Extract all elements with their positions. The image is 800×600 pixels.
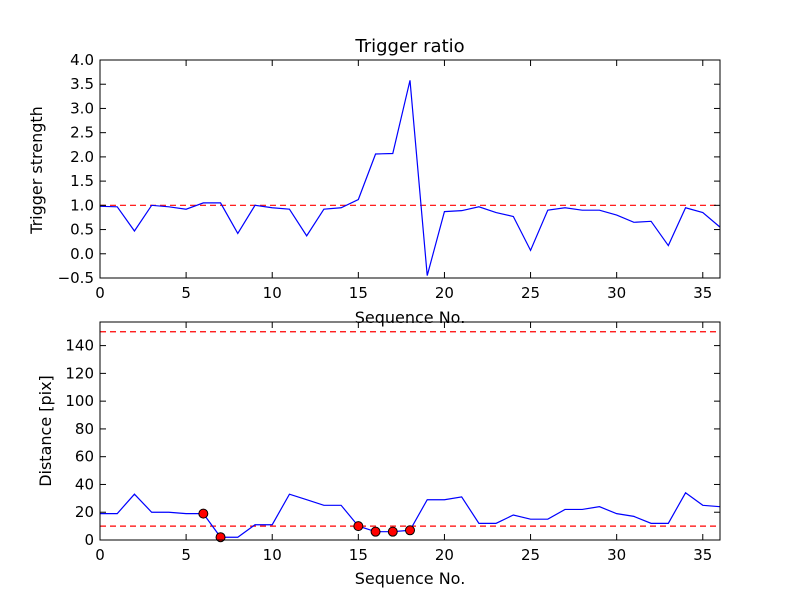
top-x-tick-label: 10 bbox=[263, 284, 282, 302]
bottom-y-tick-label: 60 bbox=[75, 448, 94, 466]
top-x-tick-label: 35 bbox=[693, 284, 712, 302]
top-y-tick-label: 2.0 bbox=[70, 148, 94, 166]
bottom-x-tick-label: 35 bbox=[693, 546, 712, 564]
top-chart-title: Trigger ratio bbox=[354, 36, 464, 57]
bottom-y-tick-label: 40 bbox=[75, 475, 94, 493]
top-y-tick-label: 0.0 bbox=[70, 245, 94, 263]
top-x-tick-label: 20 bbox=[435, 284, 454, 302]
bottom-y-tick-label: 120 bbox=[65, 364, 94, 382]
top-y-tick-label: 3.0 bbox=[70, 99, 94, 117]
bottom-y-tick-label: 20 bbox=[75, 503, 94, 521]
bottom-marker-point bbox=[353, 521, 364, 532]
bottom-y-tick-label: 100 bbox=[65, 392, 94, 410]
bottom-y-tick-label: 0 bbox=[84, 531, 94, 549]
bottom-x-tick-label: 15 bbox=[349, 546, 368, 564]
top-x-tick-label: 5 bbox=[181, 284, 191, 302]
bottom-marker-point bbox=[405, 525, 415, 536]
top-plot-frame bbox=[99, 59, 721, 279]
bottom-x-tick-label: 30 bbox=[607, 546, 626, 564]
bottom-chart-xlabel: Sequence No. bbox=[355, 569, 466, 588]
top-y-tick-label: 0.5 bbox=[70, 221, 94, 239]
top-y-tick-label: 1.5 bbox=[70, 172, 94, 190]
bottom-marker-point bbox=[198, 508, 209, 519]
bottom-plot-frame bbox=[99, 321, 721, 541]
bottom-marker-point bbox=[387, 526, 398, 537]
bottom-x-tick-label: 0 bbox=[95, 546, 105, 564]
top-y-tick-label: 4.0 bbox=[70, 51, 94, 69]
top-chart-ylabel: Trigger strength bbox=[27, 106, 46, 235]
top-y-tick-label: 2.5 bbox=[70, 124, 94, 142]
top-y-tick-label: −0.5 bbox=[58, 269, 94, 287]
bottom-y-tick-label: 140 bbox=[65, 337, 94, 355]
bottom-marker-point bbox=[215, 532, 226, 543]
top-series-line-0 bbox=[99, 80, 721, 276]
bottom-marker-point bbox=[370, 526, 381, 537]
bottom-x-tick-label: 5 bbox=[181, 546, 191, 564]
top-y-tick-label: 3.5 bbox=[70, 75, 94, 93]
top-x-tick-label: 25 bbox=[521, 284, 540, 302]
top-chart-xlabel: Sequence No. bbox=[355, 308, 466, 327]
top-x-tick-label: 0 bbox=[95, 284, 105, 302]
bottom-chart-ylabel: Distance [pix] bbox=[36, 375, 55, 487]
top-x-tick-label: 30 bbox=[607, 284, 626, 302]
top-chart-panel: Trigger ratio Sequence No. Trigger stren… bbox=[27, 36, 721, 327]
bottom-x-tick-label: 25 bbox=[521, 546, 540, 564]
bottom-x-tick-label: 10 bbox=[263, 546, 282, 564]
bottom-chart-panel: Sequence No. Distance [pix] 0 5 10 15 20 25 30… bbox=[36, 321, 721, 588]
top-x-tick-label: 15 bbox=[349, 284, 368, 302]
bottom-y-tick-label: 80 bbox=[75, 420, 94, 438]
bottom-x-tick-label: 20 bbox=[435, 546, 454, 564]
top-y-tick-label: 1.0 bbox=[70, 196, 94, 214]
